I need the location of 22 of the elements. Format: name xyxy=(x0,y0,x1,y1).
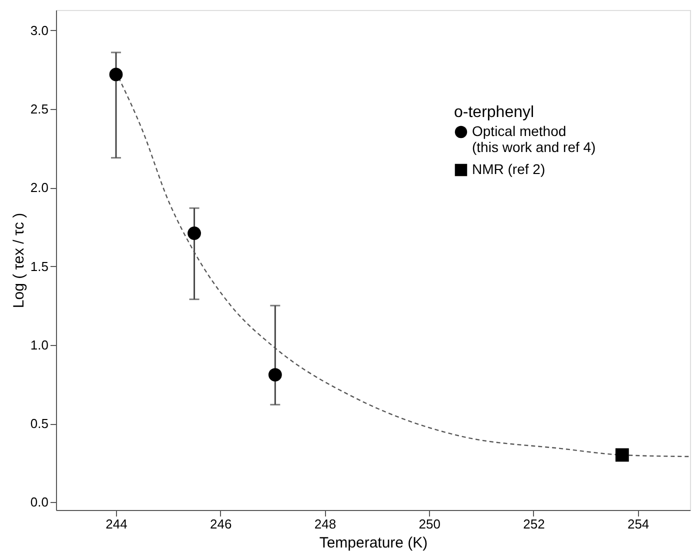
y-tick-label: 1.0 xyxy=(30,337,48,352)
point xyxy=(268,368,282,382)
y-tick-label: 3.0 xyxy=(30,22,48,38)
y-tick-label: 0.0 xyxy=(30,494,48,510)
x-tick-label: 244 xyxy=(106,516,128,532)
legend-label: Optical method (this work and ref 4) xyxy=(472,123,596,155)
y-tick-label: 1.5 xyxy=(30,258,48,274)
y-axis-title: Log ( τex / τc ) xyxy=(10,212,28,308)
x-tick-label: 252 xyxy=(523,516,545,532)
point xyxy=(615,448,629,462)
x-tick-label: 246 xyxy=(210,516,232,532)
y-tick-label: 0.5 xyxy=(30,416,48,432)
y-tick-label: 2.5 xyxy=(30,102,48,117)
x-tick-label: 250 xyxy=(418,516,440,532)
point xyxy=(188,226,201,240)
legend-label: NMR (ref 2) xyxy=(472,161,546,177)
x-tick-label: 248 xyxy=(314,516,336,532)
y-tick-label: 2.0 xyxy=(30,180,48,196)
legend-title: o-terphenyl xyxy=(454,104,534,121)
x-tick-label: 254 xyxy=(627,516,650,532)
point xyxy=(109,68,123,82)
x-axis-title: Temperature (K) xyxy=(319,534,428,552)
